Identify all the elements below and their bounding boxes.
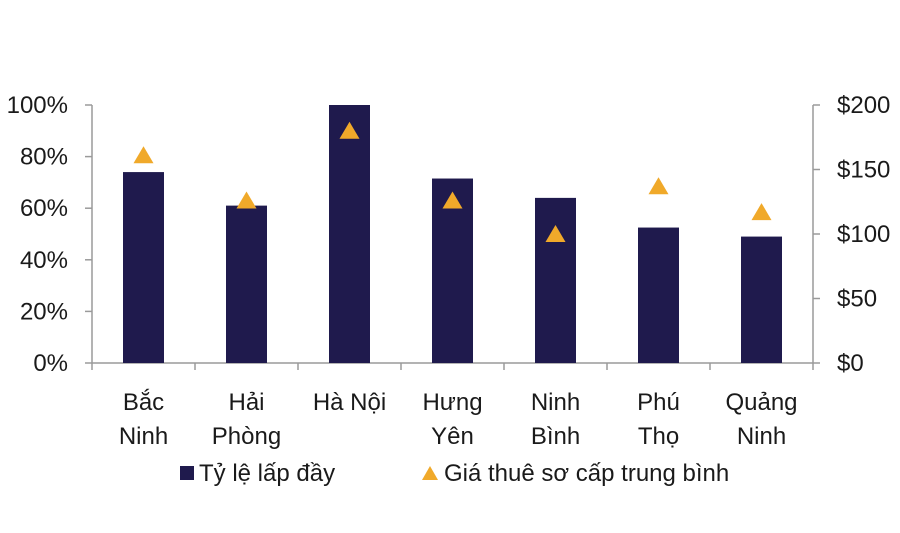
- category-label: Phú: [637, 389, 680, 416]
- marker-point: [545, 225, 566, 242]
- marker-series: [133, 121, 772, 242]
- marker-point: [236, 191, 257, 209]
- right-axis-ticks: $0 $50 $100 $150 $200: [813, 92, 890, 377]
- bar: [123, 172, 164, 363]
- right-tick-label: $150: [837, 157, 890, 184]
- bar: [226, 205, 267, 363]
- right-tick-label: $100: [837, 221, 890, 248]
- bar: [535, 197, 576, 363]
- category-label: Phòng: [212, 423, 281, 450]
- category-label: Hưng: [422, 389, 482, 416]
- left-axis-ticks: 0% 20% 40% 60% 80% 100%: [7, 92, 92, 377]
- bar: [638, 227, 679, 363]
- left-tick-label: 0%: [33, 350, 68, 377]
- category-labels: Bắc Ninh Hải Phòng Hà Nội Hưng Yên Ninh Bình Phú T…: [119, 389, 798, 450]
- legend-bar-label: Tỷ lệ lấp đầy: [199, 460, 335, 487]
- bar-series: [123, 105, 782, 363]
- left-tick-label: 40%: [20, 247, 68, 274]
- category-label: Hà Nội: [313, 389, 386, 416]
- category-label: Quảng: [725, 389, 797, 416]
- marker-point: [648, 177, 669, 195]
- category-label: Ninh: [737, 423, 786, 450]
- marker-point: [751, 203, 772, 221]
- category-label: Yên: [431, 423, 474, 450]
- marker-point: [133, 146, 154, 164]
- left-tick-label: 80%: [20, 144, 68, 171]
- right-tick-label: $200: [837, 92, 890, 119]
- right-tick-label: $0: [837, 350, 864, 377]
- category-label: Thọ: [638, 423, 679, 450]
- left-tick-label: 100%: [7, 92, 68, 119]
- legend: Tỷ lệ lấp đầy Giá thuê sơ cấp trung bình: [180, 460, 729, 487]
- bar: [741, 236, 782, 363]
- category-label: Hải: [228, 389, 264, 416]
- legend-marker-swatch: [422, 466, 438, 480]
- category-label: Bình: [531, 423, 580, 450]
- category-label: Ninh: [119, 423, 168, 450]
- bar: [329, 105, 370, 363]
- right-tick-label: $50: [837, 286, 877, 313]
- legend-bar-swatch: [180, 466, 194, 480]
- marker-point: [339, 121, 360, 139]
- bar: [432, 178, 473, 363]
- left-tick-label: 20%: [20, 298, 68, 325]
- category-label: Ninh: [531, 389, 580, 416]
- marker-point: [442, 191, 463, 209]
- left-tick-label: 60%: [20, 195, 68, 222]
- category-label: Bắc: [123, 389, 164, 416]
- legend-marker-label: Giá thuê sơ cấp trung bình: [444, 460, 729, 487]
